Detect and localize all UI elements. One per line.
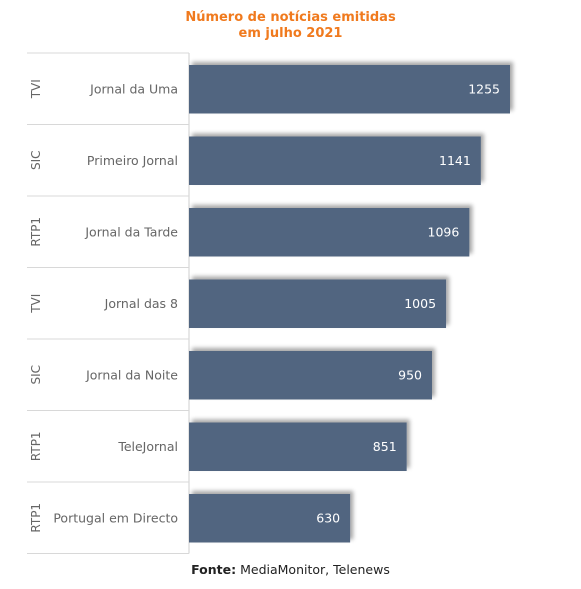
category-label: Jornal das 8 <box>104 296 178 311</box>
bar <box>189 351 432 400</box>
chart-title-line2: em julho 2021 <box>238 26 343 41</box>
bar <box>189 65 510 114</box>
data-label: 1255 <box>468 81 500 96</box>
data-label: 1096 <box>428 224 460 239</box>
category-label: Jornal da Uma <box>89 81 178 96</box>
bar <box>189 136 481 185</box>
bar <box>189 208 470 257</box>
data-label: 950 <box>398 367 422 382</box>
data-label: 1141 <box>439 153 471 168</box>
group-label: RTP1 <box>29 431 43 461</box>
group-label: RTP1 <box>29 503 43 533</box>
group-label: SIC <box>29 365 43 385</box>
data-label: 851 <box>373 439 397 454</box>
category-label: Jornal da Noite <box>85 367 178 382</box>
bar <box>189 494 351 543</box>
source-label: Fonte: <box>191 562 237 577</box>
group-label: TVI <box>29 294 43 314</box>
category-labels: Jornal da Uma TVI Primeiro Jornal SIC Jornal… <box>29 79 178 532</box>
data-label: 630 <box>316 510 340 525</box>
category-label: Primeiro Jornal <box>87 153 178 168</box>
chart-title-line1: Número de notícias emitidas <box>185 10 396 25</box>
bar-series: 1255 1141 1096 1005 950 851 630 <box>189 65 510 543</box>
bar <box>189 422 407 471</box>
data-label: 1005 <box>404 296 436 311</box>
group-label: RTP1 <box>29 217 43 247</box>
source-text: MediaMonitor, Telenews <box>240 562 390 577</box>
group-label: SIC <box>29 150 43 170</box>
category-label: Jornal da Tarde <box>84 224 178 239</box>
category-label: Portugal em Directo <box>53 510 178 525</box>
category-label: TeleJornal <box>117 439 178 454</box>
chart-title: Número de notícias emitidas em julho 202… <box>0 10 581 42</box>
group-label: TVI <box>29 79 43 99</box>
bar <box>189 279 447 328</box>
source-note: Fonte: MediaMonitor, Telenews <box>0 562 581 577</box>
